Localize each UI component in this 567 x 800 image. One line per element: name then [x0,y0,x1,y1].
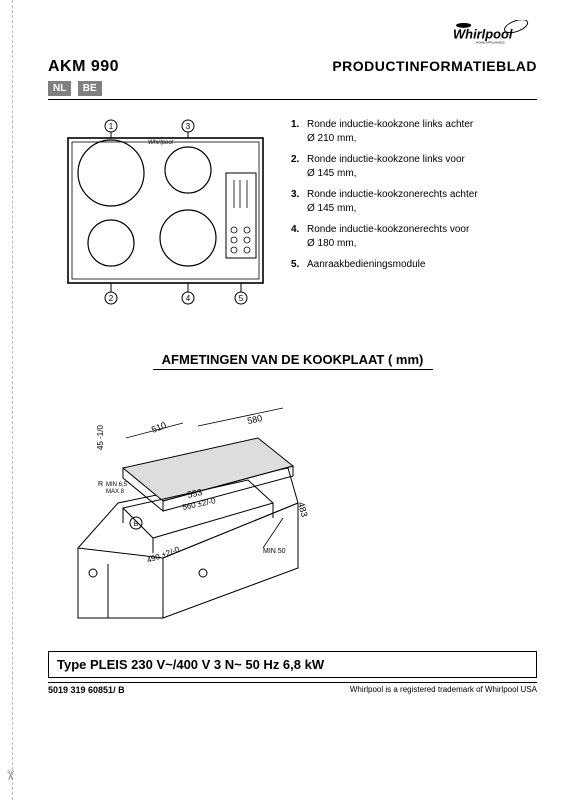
tag-nl: NL [48,81,71,96]
svg-text:3: 3 [186,122,191,131]
dimensions-title: AFMETINGEN VAN DE KOOKPLAAT ( mm) [153,352,433,370]
document-title: PRODUCTINFORMATIEBLAD [332,58,537,74]
hob-diagram: Whirlpool 1 3 2 4 5 [48,118,273,308]
svg-text:Whirlpool: Whirlpool [453,26,513,41]
model-number: AKM 990 [48,58,119,76]
scissors-icon: ✂ [1,770,18,782]
svg-text:1: 1 [109,122,114,131]
document-number: 5019 319 60851/ B [48,685,125,695]
svg-text:5: 5 [239,294,244,303]
svg-text:2: 2 [109,294,114,303]
svg-text:HOME APPLIANCES: HOME APPLIANCES [476,41,505,45]
type-plate: Type PLEIS 230 V~/400 V 3 N~ 50 Hz 6,8 k… [48,651,537,678]
tag-be: BE [78,81,102,96]
legend: 1.Ronde inductie-kookzone links achterØ … [273,118,537,308]
svg-text:Whirlpool: Whirlpool [148,140,174,146]
country-tags: NL BE [48,78,537,96]
svg-text:45 -1/0: 45 -1/0 [96,425,105,450]
cut-line [12,0,13,800]
svg-text:560 ±2/-0: 560 ±2/-0 [182,496,217,512]
svg-text:B: B [134,521,139,528]
trademark-notice: Whirlpool is a registered trademark of W… [350,685,537,695]
r-min-label: R [98,481,103,488]
dimensions-drawing: B 580 510 45 -1/0 R MIN 6,5 MAX 8 553 56… [48,388,318,628]
svg-text:4: 4 [186,294,191,303]
svg-text:553: 553 [186,487,203,500]
brand-logo: Whirlpool HOME APPLIANCES [453,20,529,46]
svg-text:MIN 6,5: MIN 6,5 [106,482,128,488]
header-rule [48,99,537,100]
svg-text:MAX 8: MAX 8 [106,489,125,495]
svg-text:MIN 50: MIN 50 [263,548,286,555]
